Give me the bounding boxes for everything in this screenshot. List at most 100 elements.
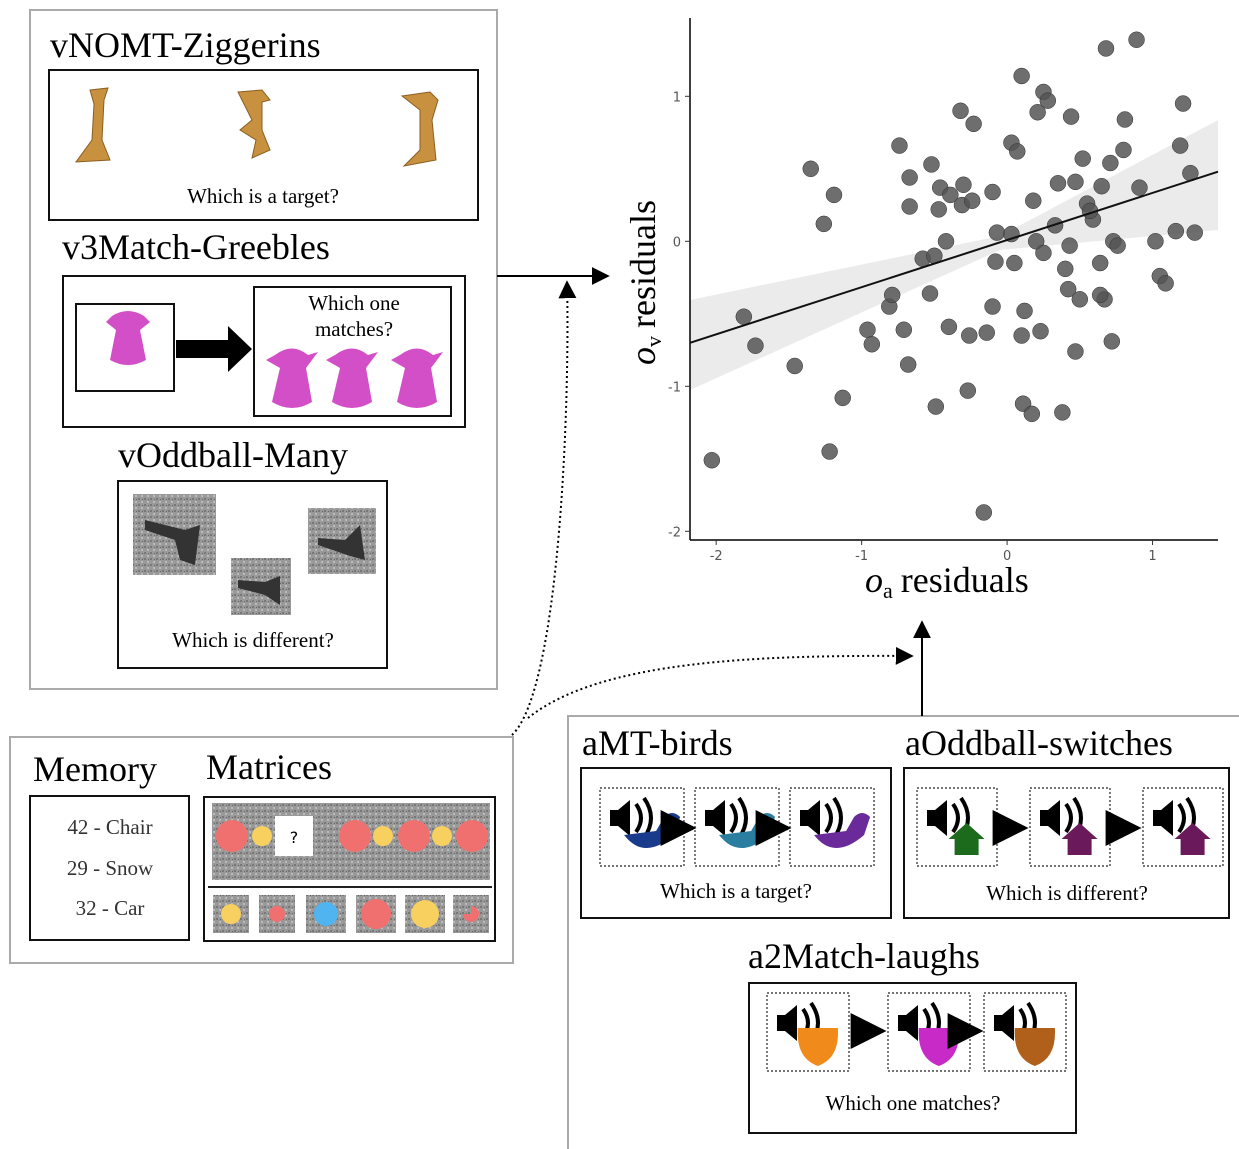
task-prompt: Which is a target? <box>660 879 812 903</box>
point <box>1094 178 1110 194</box>
task-prompt: Which is different? <box>986 881 1148 905</box>
point <box>1172 138 1188 154</box>
y-tick-label: 0 <box>673 235 681 250</box>
point <box>1006 255 1022 271</box>
y-tick-label: -1 <box>668 380 681 395</box>
point <box>864 336 880 352</box>
point <box>1067 344 1083 360</box>
point <box>1168 223 1184 239</box>
point <box>747 338 763 354</box>
axis-text: residuals <box>623 200 663 328</box>
point <box>979 325 995 341</box>
task-prompt: Which is a target? <box>187 184 339 208</box>
point <box>1104 333 1120 349</box>
point <box>976 504 992 520</box>
x-tick-label: -2 <box>710 549 723 564</box>
axis-symbol: o <box>865 560 883 600</box>
task-prompt: Which one matches? <box>826 1091 1001 1115</box>
point <box>835 390 851 406</box>
point <box>902 199 918 215</box>
y-tick-label: -2 <box>668 525 681 540</box>
x-tick-label: 1 <box>1148 549 1156 564</box>
point <box>989 225 1005 241</box>
point <box>966 116 982 132</box>
point <box>891 138 907 154</box>
point <box>822 444 838 460</box>
point <box>1092 287 1108 303</box>
point <box>900 357 916 373</box>
point <box>896 322 912 338</box>
point <box>884 287 900 303</box>
prompt-wrap: Which one matches? <box>280 290 428 346</box>
point <box>987 254 1003 270</box>
point <box>1117 112 1133 128</box>
task-title: aOddball-switches <box>905 723 1173 763</box>
memory-title: Memory <box>33 749 157 789</box>
point <box>1025 193 1041 209</box>
point <box>1035 245 1051 261</box>
arrow <box>512 282 567 735</box>
point <box>1014 68 1030 84</box>
point <box>1014 328 1030 344</box>
point <box>941 319 957 335</box>
task-title: v3Match-Greebles <box>62 227 330 267</box>
axis-subscript: a <box>883 578 893 603</box>
point <box>1115 142 1131 158</box>
point <box>1054 404 1070 420</box>
point <box>964 193 980 209</box>
point <box>803 161 819 177</box>
uncertainty-band <box>690 120 1218 390</box>
point <box>931 201 947 217</box>
point <box>955 177 971 193</box>
point <box>1050 175 1066 191</box>
point <box>960 383 976 399</box>
point <box>938 233 954 249</box>
axis-subscript: v <box>641 336 666 347</box>
point <box>826 187 842 203</box>
task-title: vOddball-Many <box>118 435 348 475</box>
point <box>1092 255 1108 271</box>
point <box>961 328 977 344</box>
point <box>1098 40 1114 56</box>
arrow <box>528 656 912 718</box>
point <box>953 103 969 119</box>
point <box>1129 32 1145 48</box>
point <box>704 452 720 468</box>
point <box>1187 225 1203 241</box>
point <box>1110 238 1126 254</box>
axis-symbol: o <box>623 347 663 365</box>
task-title: aMT-birds <box>582 723 733 763</box>
point <box>923 156 939 172</box>
point <box>928 399 944 415</box>
point <box>1075 151 1091 167</box>
memory-item: 29 - Snow <box>67 856 154 880</box>
task-prompt: Which is different? <box>172 628 334 652</box>
point <box>1147 233 1163 249</box>
point <box>1033 323 1049 339</box>
matrices-title: Matrices <box>206 747 332 787</box>
point <box>1175 96 1191 112</box>
y-tick-label: 1 <box>673 90 681 105</box>
task-title: a2Match-laughs <box>748 936 980 976</box>
memory-item: 32 - Car <box>76 896 145 920</box>
memory-item: 42 - Chair <box>67 815 152 839</box>
point <box>1158 275 1174 291</box>
point <box>1072 291 1088 307</box>
axis-text: residuals <box>901 560 1029 600</box>
point <box>902 170 918 186</box>
point <box>1040 93 1056 109</box>
point <box>922 286 938 302</box>
point <box>985 184 1001 200</box>
point <box>1062 238 1078 254</box>
matrix-symbol: ? <box>290 828 299 847</box>
point <box>1131 180 1147 196</box>
point <box>816 216 832 232</box>
point <box>1057 261 1073 277</box>
point <box>1067 174 1083 190</box>
y-axis-title: ov residuals <box>623 200 666 365</box>
point <box>1009 143 1025 159</box>
point <box>736 309 752 325</box>
task-title: vNOMT-Ziggerins <box>50 25 321 65</box>
point <box>787 358 803 374</box>
figure: vNOMT-Ziggerins Which is a target? v3Mat… <box>0 0 1239 1149</box>
